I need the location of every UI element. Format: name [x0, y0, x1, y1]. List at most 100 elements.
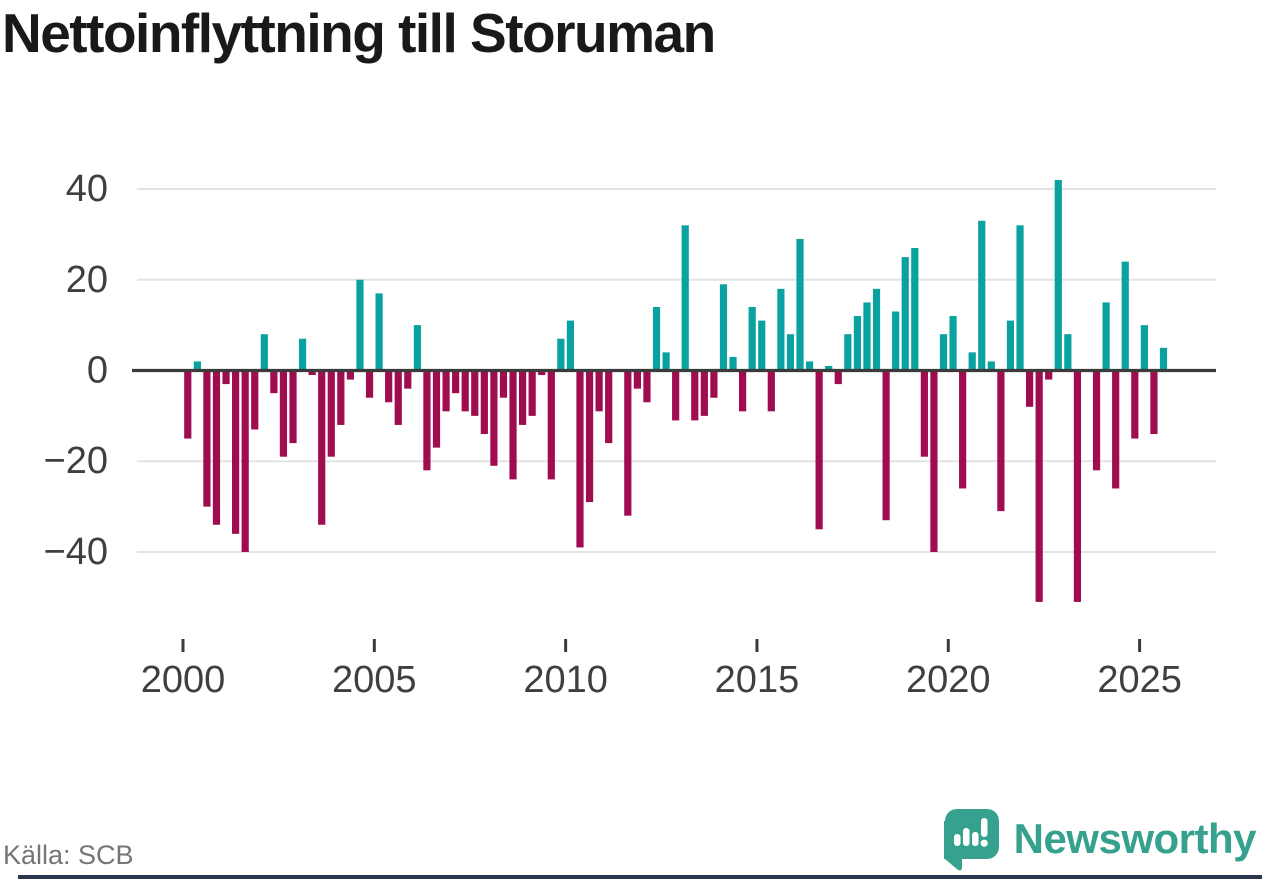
bar: [758, 320, 766, 371]
bar: [700, 370, 708, 416]
bar: [978, 220, 986, 371]
bar: [461, 370, 469, 412]
bar: [518, 370, 527, 425]
bar: [691, 370, 699, 421]
bar: [805, 361, 814, 371]
bar: [184, 370, 192, 439]
newsworthy-logo-text: Newsworthy: [1013, 815, 1257, 862]
bar: [968, 352, 976, 371]
x-axis-label: 2025: [1097, 659, 1182, 701]
bar: [413, 325, 421, 371]
bar: [222, 370, 230, 385]
bar: [834, 370, 842, 385]
bar: [1045, 370, 1053, 380]
bar: [796, 238, 804, 371]
bar: [844, 334, 852, 371]
bar: [394, 370, 402, 425]
bar: [557, 338, 565, 371]
bar: [212, 370, 221, 525]
bar: [1073, 370, 1082, 602]
bar: [882, 370, 890, 521]
bar: [528, 370, 536, 416]
bar: [585, 370, 594, 503]
bar: [662, 352, 670, 371]
bar: [1159, 347, 1168, 371]
bar: [566, 320, 575, 371]
bar: [719, 284, 728, 371]
bar: [911, 248, 919, 371]
bar: [260, 334, 268, 371]
bar: [232, 370, 240, 534]
bar: [1025, 370, 1034, 407]
bar: [576, 370, 584, 548]
bar: [825, 365, 833, 371]
bar: [1131, 370, 1139, 439]
logo-bubble-shape: [943, 809, 999, 871]
y-axis-label: −20: [44, 440, 108, 482]
bar: [203, 370, 211, 507]
bar: [289, 370, 297, 444]
bar: [920, 370, 928, 457]
bar: [815, 370, 823, 530]
bar: [1121, 261, 1129, 371]
y-axis-label: 40: [66, 168, 108, 210]
bar: [318, 370, 326, 525]
bar: [863, 302, 871, 371]
bar: [385, 370, 393, 403]
bar: [672, 370, 680, 421]
bar: [346, 370, 355, 380]
bar: [480, 370, 488, 435]
bar: [652, 306, 661, 371]
bar: [1092, 370, 1101, 471]
bar: [251, 370, 259, 430]
newsworthy-logo-icon: [943, 809, 999, 871]
bar: [298, 338, 307, 371]
bar: [279, 370, 288, 457]
chart-title: Nettoinflyttning till Storuman: [2, 2, 716, 64]
bar: [509, 370, 517, 480]
bar: [337, 370, 345, 425]
bar: [547, 370, 555, 480]
bar: [1102, 302, 1110, 371]
bar: [605, 370, 613, 444]
bar: [939, 334, 948, 371]
bar: [270, 370, 278, 394]
bar: [853, 316, 861, 371]
x-axis-label: 2015: [715, 659, 800, 701]
bar: [748, 306, 756, 371]
bar: [490, 370, 498, 466]
bar: [901, 257, 909, 371]
bar: [767, 370, 775, 412]
bar: [739, 370, 747, 412]
x-axis-label: 2020: [906, 659, 991, 701]
source-label: Källa: SCB: [3, 840, 134, 870]
bar: [1006, 320, 1015, 371]
x-axis-label: 2000: [141, 659, 226, 701]
bar: [432, 370, 441, 448]
bar: [356, 279, 364, 371]
bar: [365, 370, 374, 398]
bar: [193, 361, 201, 371]
y-axis-label: 0: [87, 350, 108, 392]
bar: [729, 356, 737, 371]
bar: [1064, 334, 1072, 371]
bar: [777, 288, 785, 371]
bar: [308, 370, 316, 376]
bar: [452, 370, 460, 394]
bar: [987, 361, 995, 371]
bar: [643, 370, 651, 403]
y-axis-label: −40: [44, 531, 108, 573]
y-axis-label: 20: [66, 259, 108, 301]
newsworthy-logo: Newsworthy: [943, 807, 1257, 871]
bar: [499, 370, 508, 398]
bar: [949, 316, 957, 371]
bar: [997, 370, 1005, 512]
x-axis-label: 2005: [332, 659, 417, 701]
bar: [375, 293, 383, 371]
bar: [471, 370, 479, 416]
x-axis-label: 2010: [523, 659, 608, 701]
bar: [404, 370, 412, 389]
bar: [892, 311, 900, 371]
